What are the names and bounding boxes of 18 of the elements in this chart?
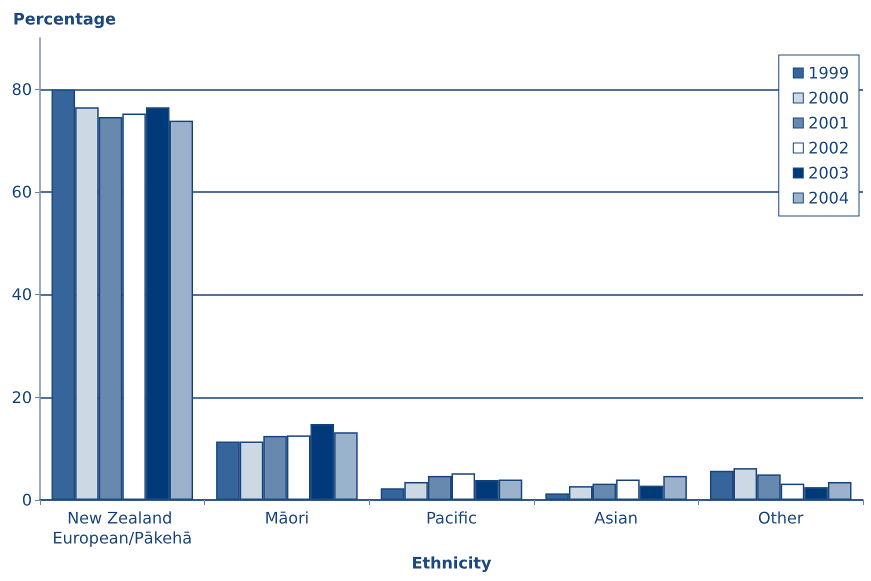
y-axis-title: Percentage: [13, 10, 116, 28]
x-tick-label: New Zealand European/Pākehā: [52, 508, 192, 548]
y-tick-label: 80: [12, 80, 32, 99]
legend-label: 2004: [808, 188, 849, 208]
x-tick-label: Pacific: [426, 508, 477, 528]
x-tick-label: Asian: [594, 508, 638, 528]
y-tick-label: 20: [12, 388, 32, 407]
legend-label: 2001: [808, 114, 849, 132]
y-tick-label: 0: [22, 490, 32, 510]
legend-label: 2003: [808, 164, 849, 182]
legend-label: 2000: [808, 88, 849, 108]
legend-label: 2002: [808, 138, 849, 158]
y-tick-label: 40: [12, 285, 32, 304]
x-tick-label: Māori: [264, 508, 310, 528]
x-tick-label: Other: [758, 508, 804, 528]
x-axis-title: Ethnicity: [412, 554, 492, 572]
y-tick-label: 60: [12, 182, 32, 202]
legend-label: 1999: [808, 64, 849, 82]
